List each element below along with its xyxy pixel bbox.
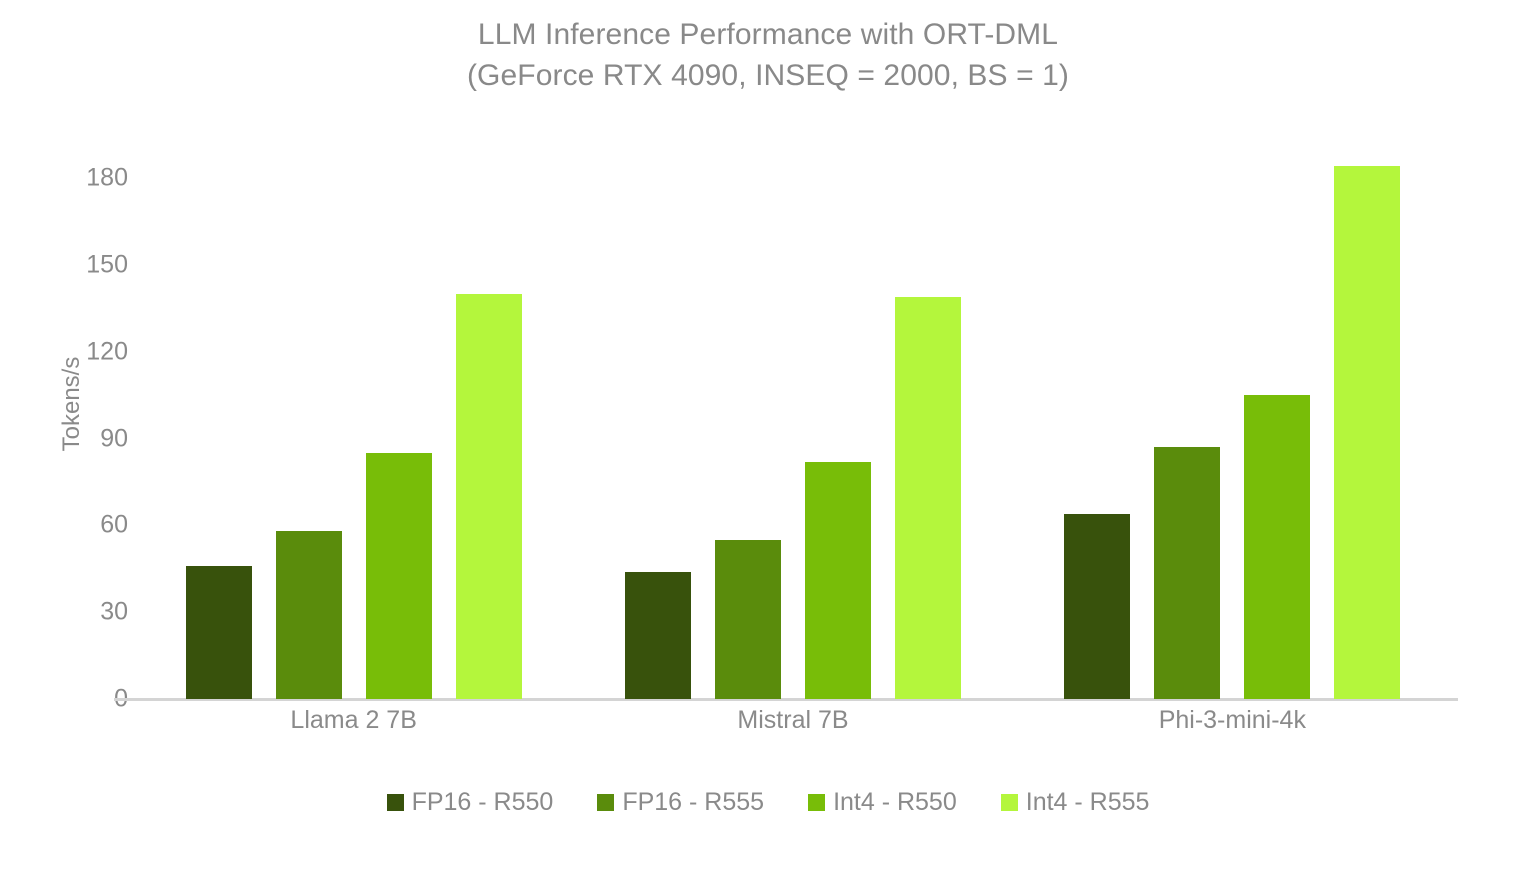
legend-swatch-icon [808,793,826,811]
bar[interactable] [714,539,781,699]
bar-group-bars [1013,166,1452,699]
legend-label: Int4 - R550 [833,788,957,816]
legend-swatch-icon [1000,793,1018,811]
bar-group: Phi-3-mini-4k [1013,166,1452,734]
chart-legend: FP16 - R550 FP16 - R555 Int4 - R550 Int4 - … [0,789,1536,815]
bar-group: Mistral 7B [573,178,1012,734]
bar[interactable] [894,296,961,699]
y-axis-tick-label: 30 [100,597,128,626]
legend-label: Int4 - R555 [1025,788,1150,816]
bar[interactable] [275,531,342,699]
legend-label: FP16 - R555 [622,788,765,816]
x-axis-baseline [114,698,1458,701]
legend-label: FP16 - R550 [411,788,554,816]
bar[interactable] [1244,395,1311,699]
bar[interactable] [1064,513,1131,699]
chart-title-line-2: (GeForce RTX 4090, INSEQ = 2000, BS = 1) [466,59,1070,92]
y-axis-tick-label: 180 [86,163,128,192]
bar[interactable] [1334,166,1401,699]
bar[interactable] [365,452,432,699]
legend-swatch-icon [386,793,404,811]
y-axis-tick-label: 90 [100,424,128,452]
bar[interactable] [624,571,691,699]
y-axis-tick-label: 0 [8,686,128,712]
legend-item[interactable]: FP16 - R550 [386,788,554,816]
legend-swatch-icon [597,793,615,811]
chart-title: LLM Inference Performance with ORT-DML (… [0,14,1536,96]
y-axis-tick-label: 60 [100,510,128,539]
x-axis-category-label: Mistral 7B [737,706,849,734]
legend-item[interactable]: Int4 - R555 [1000,788,1150,816]
bar[interactable] [185,565,252,699]
legend-item[interactable]: Int4 - R550 [808,789,957,815]
bar[interactable] [1154,447,1221,699]
chart-title-line-1: LLM Inference Performance with ORT-DML [477,18,1059,51]
plot-area: Llama 2 7B Mistral 7B Phi-3-mini-4k [134,166,1452,734]
bar-group-bars [134,178,573,699]
bar[interactable] [455,293,522,699]
legend-item[interactable]: FP16 - R555 [597,789,764,815]
bar-group: Llama 2 7B [134,178,573,734]
y-axis-tick-labels: 180 150 120 90 60 30 0 [0,0,128,883]
y-axis-tick-label: 150 [86,250,128,279]
y-axis-tick-label: 120 [86,337,128,366]
bar-group-bars [573,178,1012,699]
bar[interactable] [804,461,871,699]
x-axis-category-label: Llama 2 7B [290,706,417,734]
x-axis-category-label: Phi-3-mini-4k [1158,706,1306,734]
